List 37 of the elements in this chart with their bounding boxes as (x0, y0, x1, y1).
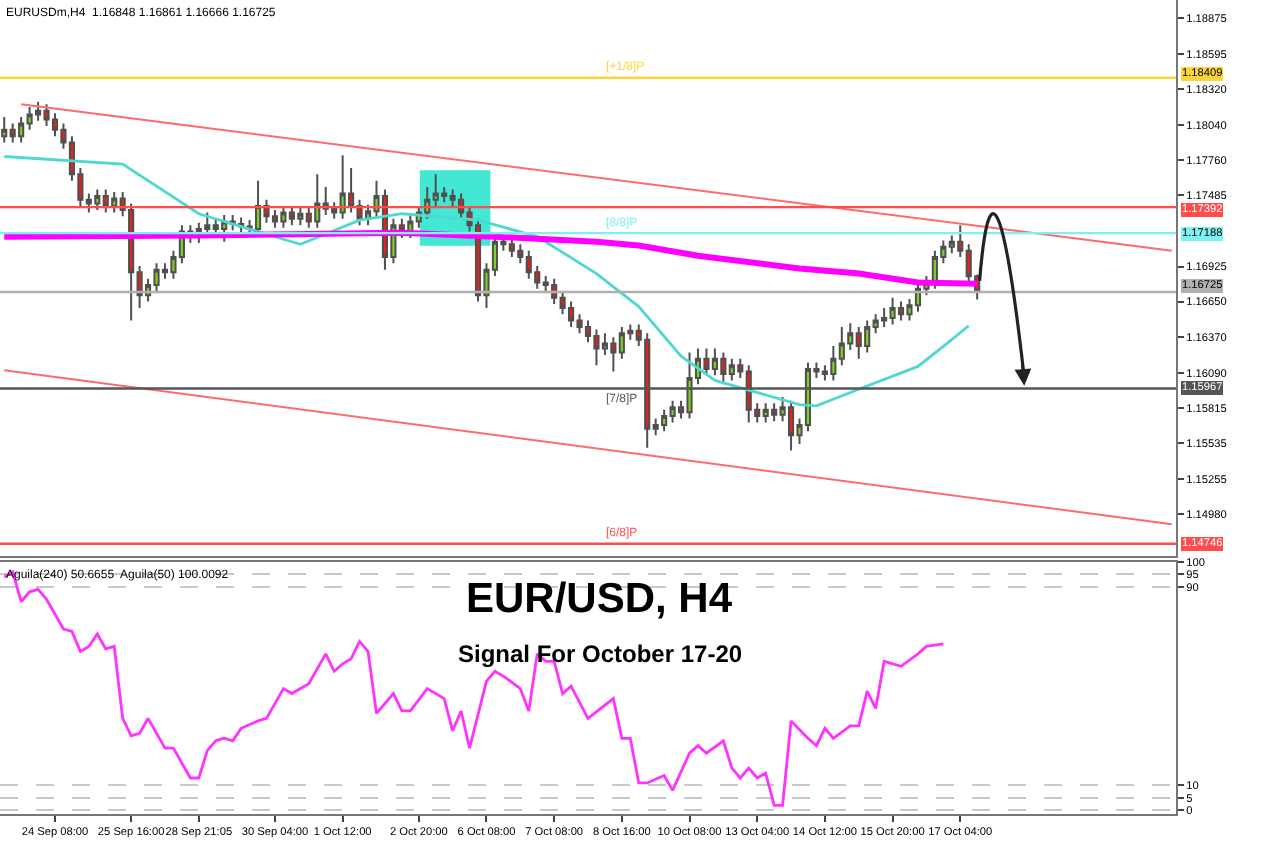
candlestick (703, 347, 710, 377)
line-series (2, 155, 971, 408)
candlestick (720, 351, 727, 386)
candlestick (508, 236, 515, 258)
candlestick (881, 306, 888, 328)
candlestick (339, 154, 346, 220)
candlestick (204, 211, 211, 237)
candlestick (669, 399, 676, 424)
candlestick (102, 188, 109, 214)
text: Signal For October 17-20 (458, 640, 743, 668)
candlestick (271, 208, 279, 229)
candlestick (297, 206, 304, 227)
candlestick (889, 296, 896, 326)
candlestick (280, 205, 287, 229)
candlestick (111, 191, 118, 214)
line-series (2, 570, 945, 807)
candlestick (35, 100, 42, 122)
candlestick (762, 402, 769, 424)
candlestick (568, 300, 575, 328)
candlestick (593, 328, 600, 367)
candlestick (551, 277, 558, 306)
candlestick (914, 281, 922, 313)
candlestick (728, 357, 735, 382)
candlestick (864, 319, 871, 354)
candlestick (1, 116, 8, 144)
candlestick (661, 408, 668, 433)
candlestick (212, 217, 219, 237)
candlestick (711, 347, 718, 377)
candlestick (787, 399, 795, 452)
candlestick (855, 325, 862, 360)
candlestick (288, 205, 295, 227)
chart-title: EUR/USD, H4 (466, 576, 733, 622)
candlestick (94, 188, 101, 211)
candlestick (9, 122, 16, 144)
candlestick (314, 173, 321, 229)
candlestick (897, 300, 905, 322)
candlestick (771, 402, 778, 423)
